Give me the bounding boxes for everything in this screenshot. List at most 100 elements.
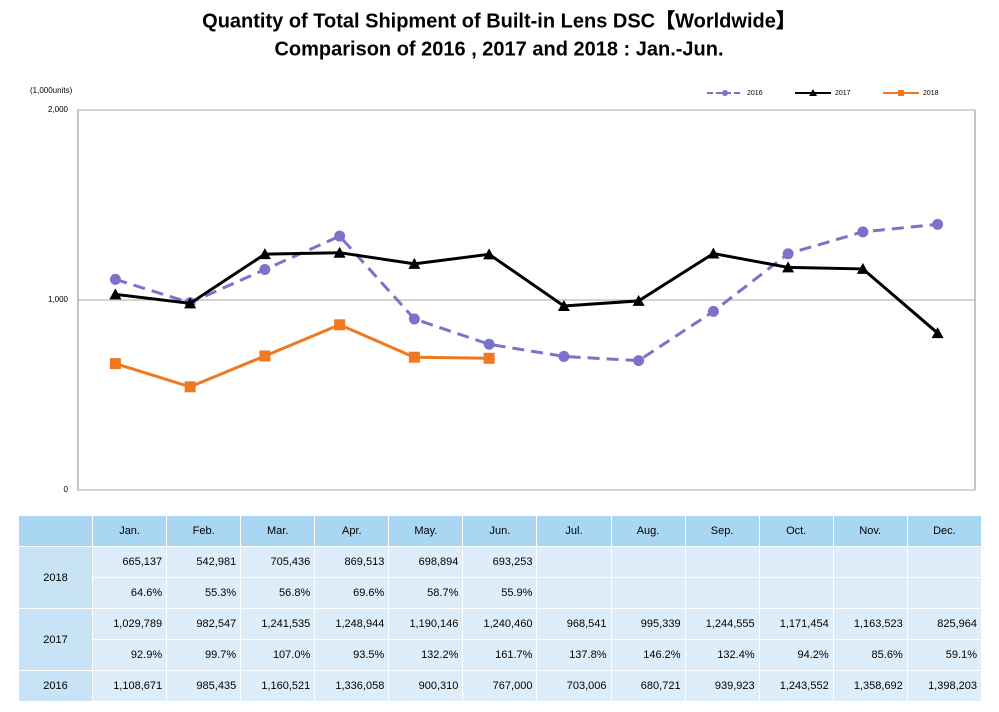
marker	[782, 248, 794, 260]
marker	[557, 299, 570, 311]
series-line	[114, 323, 490, 389]
table-cell: 939,923	[685, 671, 759, 701]
chart: Quantity of Total Shipment of Built-in L…	[30, 9, 976, 494]
table-cell: 665,137	[93, 547, 167, 577]
table-cell	[759, 578, 833, 608]
marker	[109, 273, 121, 285]
table-cell: 56.8%	[241, 578, 315, 608]
table-cell: 542,981	[167, 547, 241, 577]
table-cell: Sep.	[685, 516, 759, 546]
table-cell: 1,358,692	[833, 671, 907, 701]
legend-label: 2018	[923, 90, 939, 97]
marker	[931, 327, 944, 339]
table-cell	[907, 547, 981, 577]
table-cell: 767,000	[463, 671, 537, 701]
table-cell: 1,160,521	[241, 671, 315, 701]
table-cell: 1,248,944	[315, 609, 389, 639]
marker	[109, 288, 122, 300]
table-cell: 161.7%	[463, 640, 537, 670]
marker	[259, 350, 271, 362]
table-cell: 1,163,523	[833, 609, 907, 639]
data-table: Jan. Feb. Mar. Apr. May. Jun. Jul. Aug. Sep. Oct.…	[18, 515, 982, 702]
table-cell: 705,436	[241, 547, 315, 577]
marker	[782, 261, 795, 273]
table-cell: 1,171,454	[759, 609, 833, 639]
table-cell: 107.0%	[241, 640, 315, 670]
legend-marker	[722, 90, 728, 96]
table-cell: 93.5%	[315, 640, 389, 670]
table-cell: 693,253	[463, 547, 537, 577]
table-cell: Mar.	[241, 516, 315, 546]
marker	[707, 247, 720, 259]
table-cell: 968,541	[537, 609, 611, 639]
table-cell: Jan.	[93, 516, 167, 546]
table-cell	[833, 547, 907, 577]
chart-subtitle: Comparison of 2016 , 2017 and 2018 : Jan…	[274, 38, 723, 60]
table-cell: 1,108,671	[93, 671, 167, 701]
table-cell	[537, 578, 611, 608]
table-row: 2018 665,137 542,981 705,436 869,513 698,894 6…	[19, 547, 981, 608]
table-row: 64.6% 55.3% 56.8% 69.6% 58.7% 55.9%	[19, 578, 981, 608]
table-cell: 995,339	[611, 609, 685, 639]
table-cell: Feb.	[167, 516, 241, 546]
table-cell	[611, 547, 685, 577]
y-unit: (1,000units)	[30, 86, 73, 95]
marker	[184, 297, 197, 309]
table-cell: 900,310	[389, 671, 463, 701]
table-row: Jan. Feb. Mar. Apr. May. Jun. Jul. Aug. Sep. Oct.…	[19, 516, 981, 546]
table-cell: 1,243,552	[759, 671, 833, 701]
marker	[558, 350, 570, 362]
table-cell: 58.7%	[389, 578, 463, 608]
table-cell: 59.1%	[907, 640, 981, 670]
table-cell: 146.2%	[611, 640, 685, 670]
table-row: 92.9% 99.7% 107.0% 93.5% 132.2% 161.7% 137.8% 1…	[19, 640, 981, 670]
marker	[334, 230, 346, 242]
legend-label: 2016	[747, 90, 763, 97]
table-cell: 1,190,146	[389, 609, 463, 639]
chart-title: Quantity of Total Shipment of Built-in L…	[202, 9, 796, 32]
marker	[633, 355, 645, 367]
marker	[632, 294, 645, 306]
table-cell: 1,336,058	[315, 671, 389, 701]
table-cell	[537, 547, 611, 577]
marker	[483, 352, 495, 364]
legend-marker	[809, 89, 817, 96]
table-cell: 55.9%	[463, 578, 537, 608]
table-cell: 1,398,203	[907, 671, 981, 701]
legend-marker	[898, 90, 904, 96]
table-cell: 982,547	[167, 609, 241, 639]
table-cell: Dec.	[907, 516, 981, 546]
table-cell: Aug.	[611, 516, 685, 546]
marker	[259, 264, 271, 276]
marker	[184, 381, 196, 393]
marker	[408, 351, 420, 363]
table-cell: 680,721	[611, 671, 685, 701]
table-cell: 69.6%	[315, 578, 389, 608]
table-cell: 55.3%	[167, 578, 241, 608]
series-line	[115, 251, 939, 335]
legend-label: 2017	[835, 90, 851, 97]
table-cell: 2017	[19, 609, 93, 670]
table-cell: May.	[389, 516, 463, 546]
marker	[109, 358, 121, 370]
table-cell: 1,029,789	[93, 609, 167, 639]
table-cell: 825,964	[907, 609, 981, 639]
table-cell: 703,006	[537, 671, 611, 701]
table-cell: 1,241,535	[241, 609, 315, 639]
table-cell: 1,244,555	[685, 609, 759, 639]
marker	[483, 248, 496, 260]
marker	[334, 319, 346, 331]
table-cell: 132.4%	[685, 640, 759, 670]
marker	[408, 257, 421, 269]
table-cell: Nov.	[833, 516, 907, 546]
table-cell: 99.7%	[167, 640, 241, 670]
table-cell	[833, 578, 907, 608]
table-cell: 137.8%	[537, 640, 611, 670]
table-cell: Apr.	[315, 516, 389, 546]
table-cell	[19, 516, 93, 546]
table-cell	[685, 578, 759, 608]
y-tick-label: 2,000	[48, 105, 69, 114]
table-cell: 132.2%	[389, 640, 463, 670]
table-row: 2016 1,108,671 985,435 1,160,521 1,336,058 90…	[19, 671, 981, 701]
